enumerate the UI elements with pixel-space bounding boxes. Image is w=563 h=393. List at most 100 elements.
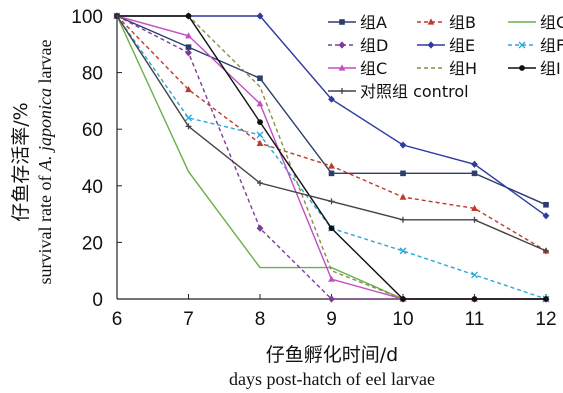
data-point — [399, 141, 407, 149]
legend-item: 组E — [417, 36, 475, 55]
legend-label: 组H — [449, 59, 477, 78]
axis-labels: 仔鱼孵化时间/d days post-hatch of eel larvae 仔… — [10, 40, 435, 389]
data-point — [399, 193, 407, 200]
data-point — [328, 170, 335, 177]
legend-item: 组H — [417, 59, 477, 78]
data-point — [328, 275, 335, 282]
y-axis-label-cn: 仔鱼存活率/% — [10, 102, 32, 221]
y-tick-label: 100 — [71, 7, 103, 28]
series-0 — [114, 13, 549, 208]
data-point — [256, 139, 264, 146]
data-point — [328, 95, 335, 103]
data-point — [257, 75, 263, 82]
y-axis-label-en-post: larvae — [35, 40, 55, 88]
data-point — [543, 296, 549, 302]
y-tick-label: 20 — [82, 233, 103, 254]
legend-label: 组F — [540, 36, 563, 55]
data-point — [256, 224, 264, 232]
data-point — [400, 216, 406, 223]
y-axis-label-en-pre: survival rate of — [35, 171, 55, 284]
legend-item: 组F — [508, 36, 563, 55]
series-5 — [113, 12, 550, 303]
data-point — [256, 131, 264, 139]
data-point — [256, 12, 264, 20]
y-tick-label: 60 — [82, 120, 103, 141]
legend-marker — [519, 65, 525, 71]
legend-label: 组E — [449, 36, 475, 55]
series-line — [116, 15, 547, 252]
data-point — [471, 296, 478, 302]
data-point — [257, 179, 263, 186]
legend-item: 组D — [328, 36, 388, 55]
series-8 — [114, 13, 549, 302]
data-point — [185, 114, 192, 122]
data-point — [328, 295, 335, 303]
data-point — [328, 198, 335, 205]
data-point — [471, 271, 478, 279]
data-point — [257, 119, 263, 126]
y-axis-label-en: survival rate of A. japonica larvae — [35, 40, 55, 285]
x-axis-label-cn: 仔鱼孵化时间/d — [266, 344, 398, 366]
legend-label: 对照组 control — [360, 82, 469, 101]
series-line — [116, 15, 546, 300]
data-point — [399, 247, 407, 255]
data-point — [471, 160, 478, 168]
data-point — [471, 204, 478, 212]
data-point — [185, 123, 192, 130]
legend-marker — [427, 18, 435, 25]
series-3 — [113, 12, 550, 303]
data-point — [543, 247, 549, 254]
legend-label: 组C — [540, 13, 563, 32]
legend-label: 组B — [449, 13, 476, 32]
series-9 — [114, 13, 549, 254]
x-tick-label: 10 — [392, 309, 413, 330]
legend-label: 组A — [360, 13, 387, 32]
series-6 — [113, 12, 550, 302]
data-point — [400, 170, 406, 177]
data-point — [400, 296, 406, 302]
chart-axes: 6 7 8 9 10 11 12 0 20 40 60 80 100 — [71, 7, 556, 330]
legend-item: 组B — [417, 13, 476, 32]
legend-marker — [338, 64, 346, 71]
y-tick-label: 80 — [82, 64, 103, 85]
data-point — [471, 216, 478, 223]
legend: 组A 组B 组C 组D 组E 组F 组C 组H 组I 对照组 control — [328, 13, 563, 101]
legend-item: 对照组 control — [328, 82, 469, 101]
legend-item: 组C — [328, 59, 387, 78]
legend-label: 组C — [360, 59, 387, 78]
legend-marker — [427, 41, 435, 49]
data-point — [471, 170, 478, 177]
series-line — [116, 15, 547, 252]
data-point — [114, 13, 120, 19]
x-tick-label: 9 — [326, 309, 337, 330]
data-point — [185, 85, 192, 93]
x-tick-label: 11 — [465, 309, 485, 330]
legend-label: 组I — [540, 59, 561, 78]
data-point — [543, 201, 549, 208]
legend-marker — [518, 41, 526, 49]
data-point — [328, 162, 335, 169]
y-tick-label: 0 — [92, 290, 103, 311]
legend-item: 组I — [508, 59, 561, 78]
legend-marker — [338, 41, 346, 49]
x-axis-label-en: days post-hatch of eel larvae — [229, 369, 435, 389]
y-tick-label: 40 — [82, 177, 103, 198]
data-point — [185, 13, 192, 19]
x-tick-label: 6 — [112, 309, 123, 330]
legend-item: 组A — [328, 13, 387, 32]
x-tick-label: 7 — [183, 309, 194, 330]
data-point — [185, 32, 192, 39]
data-point — [185, 44, 192, 50]
data-point — [256, 100, 264, 107]
y-axis-label-en-italic: A. japonica — [35, 88, 55, 172]
legend-item: 组C — [508, 13, 563, 32]
legend-marker — [339, 88, 345, 94]
data-point — [185, 49, 192, 57]
data-point — [328, 225, 335, 232]
series-layer — [113, 12, 550, 303]
data-point — [542, 212, 550, 220]
series-2 — [116, 15, 546, 300]
legend-label: 组D — [360, 36, 388, 55]
